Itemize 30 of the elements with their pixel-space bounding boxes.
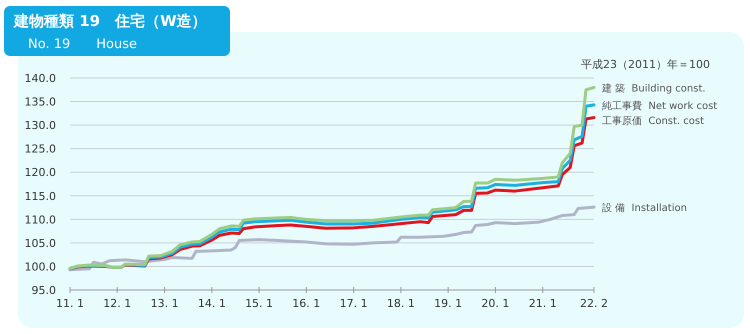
- y-tick-label: 105.0: [24, 236, 56, 250]
- y-tick-label: 120.0: [24, 166, 56, 180]
- x-tick-label: 12. 1: [103, 297, 132, 310]
- chart-title: 建物種類 19 住宅（W造）: [13, 12, 207, 30]
- x-tick-label: 14. 1: [198, 297, 226, 310]
- x-tick-label: 13. 1: [150, 297, 179, 310]
- series-label: 純工事費 Net work cost: [602, 100, 718, 112]
- y-tick-label: 135.0: [24, 96, 56, 109]
- y-tick-label: 125.0: [24, 142, 56, 156]
- x-tick-label: 18. 1: [386, 297, 415, 310]
- series-label: 設 備 Installation: [602, 202, 687, 214]
- x-tick-label: 22. 2: [580, 297, 608, 310]
- y-tick-label: 100.0: [24, 260, 56, 274]
- x-tick-label: 19. 1: [434, 297, 462, 310]
- x-tick-label: 16. 1: [292, 297, 320, 310]
- y-tick-label: 115.0: [24, 190, 56, 203]
- x-tick-label: 20. 1: [481, 297, 510, 310]
- y-tick-label: 110.0: [24, 213, 56, 226]
- line-series: [68, 206, 596, 272]
- x-tick-label: 11. 1: [56, 297, 84, 310]
- x-tick-label: 21. 1: [528, 297, 557, 310]
- x-tick-label: 15. 1: [245, 297, 274, 310]
- x-tick-label: 17. 1: [340, 297, 368, 310]
- y-tick-label: 140.0: [24, 72, 56, 85]
- text: 平成23（2011）年＝100: [581, 58, 710, 71]
- y-tick-label: 130.0: [24, 119, 56, 132]
- chart-subtitle: No. 19 House: [28, 37, 137, 52]
- y-tick-label: 95.0: [32, 284, 56, 297]
- series-label: 工事原価 Const. cost: [602, 114, 704, 127]
- series-label: 建 築 Building const.: [601, 82, 706, 94]
